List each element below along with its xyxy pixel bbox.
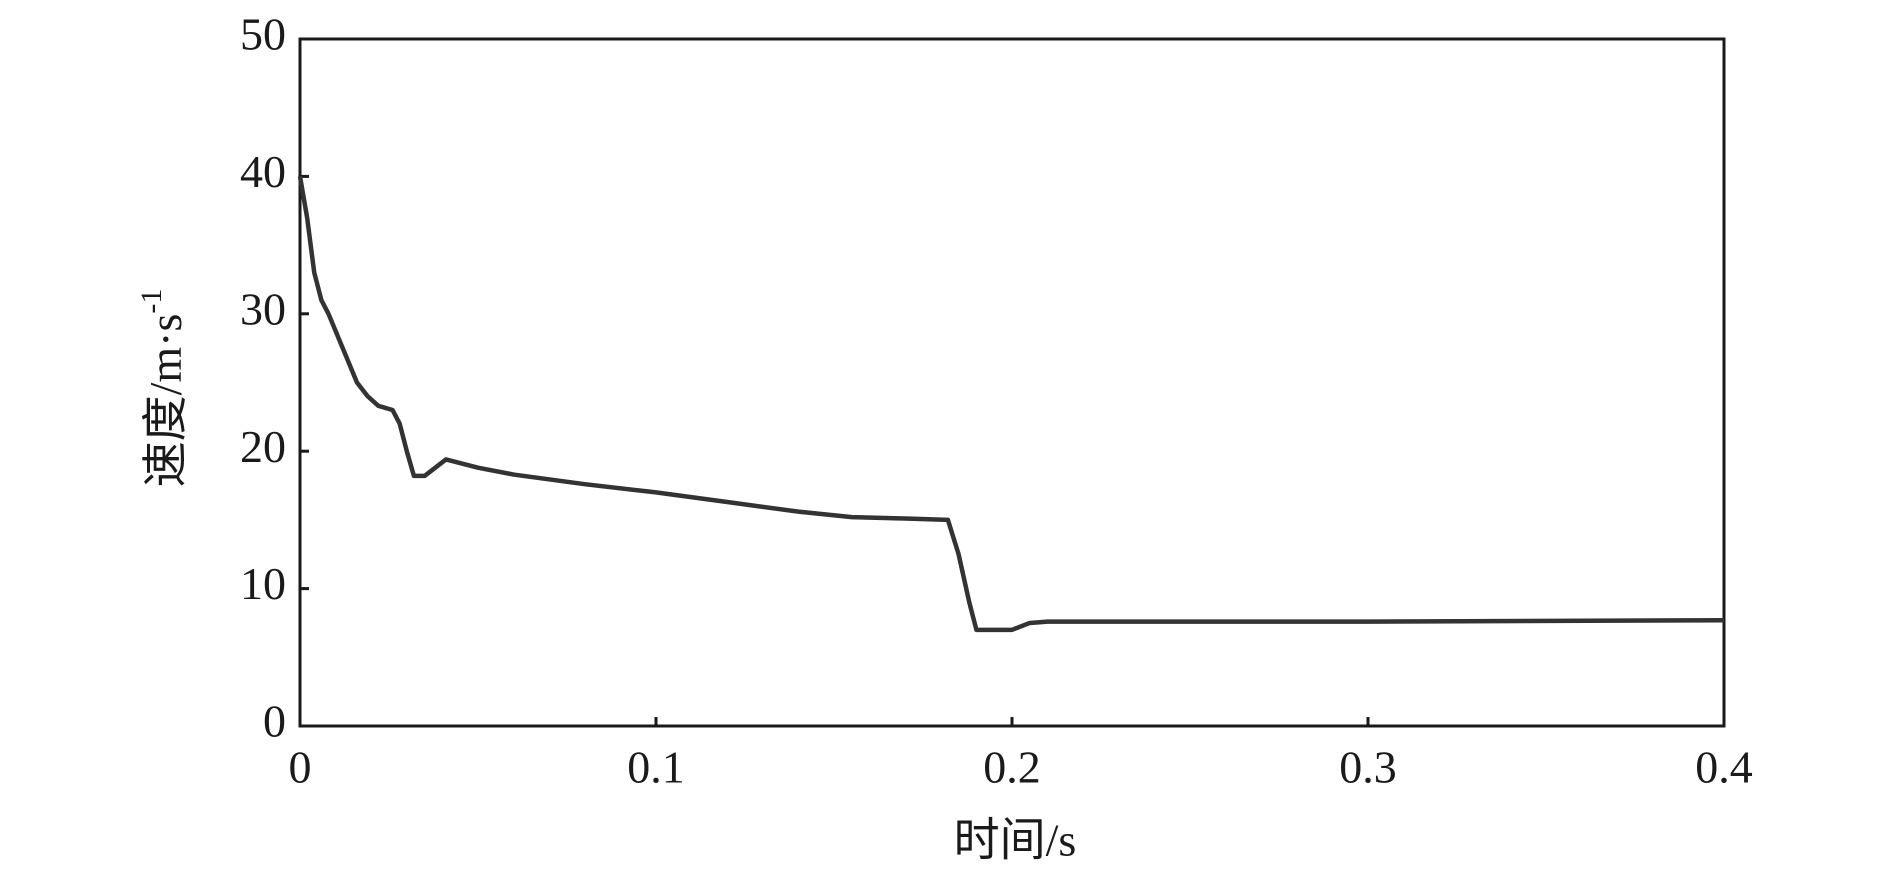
x-tick-label: 0.4 bbox=[1695, 742, 1753, 793]
y-tick-label: 20 bbox=[240, 421, 286, 472]
y-tick-label: 30 bbox=[240, 283, 286, 334]
y-tick-label: 0 bbox=[263, 696, 286, 747]
y-axis-label-exponent: -1 bbox=[135, 289, 168, 314]
x-tick-label: 0 bbox=[289, 742, 312, 793]
y-tick-label: 10 bbox=[240, 558, 286, 609]
y-axis-label-main: 速度/m·s bbox=[140, 314, 191, 488]
x-tick-label: 0.1 bbox=[627, 742, 685, 793]
x-tick-label: 0.3 bbox=[1339, 742, 1397, 793]
data-line bbox=[297, 176, 1725, 633]
y-tick-label: 40 bbox=[240, 146, 286, 197]
y-axis-label: 速度/m·s-1 bbox=[135, 289, 191, 488]
plot-frame bbox=[298, 37, 1726, 728]
y-tick-label: 50 bbox=[240, 9, 286, 60]
x-tick-label: 0.2 bbox=[983, 742, 1041, 793]
x-axis-label: 时间/s bbox=[954, 815, 1077, 866]
